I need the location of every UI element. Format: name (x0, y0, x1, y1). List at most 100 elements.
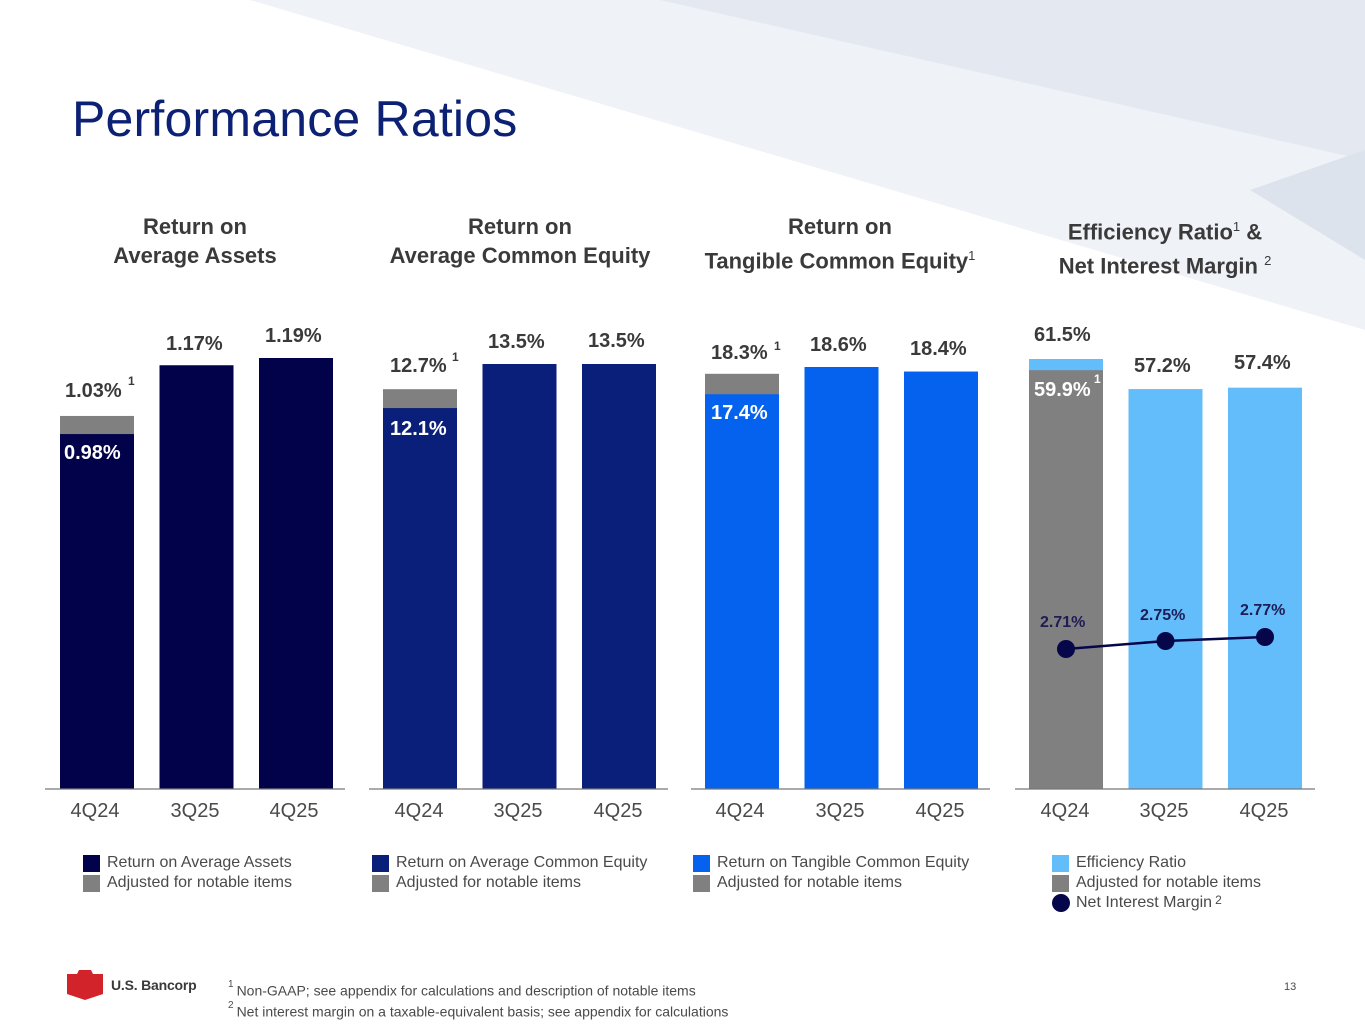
rotce-3q25-label: 18.6% (810, 334, 867, 356)
legend-roace: Return on Average Common Equity Adjusted… (372, 853, 647, 893)
panel-title-rotce: Return on Tangible Common Equity1 (685, 212, 995, 275)
panel-title-roace: Return on Average Common Equity (360, 212, 680, 270)
efficiency-4q24-adjusted-label: 59.9% (1034, 379, 1091, 401)
panel-title-line1: Return on (788, 214, 892, 239)
efficiency-3q25-label: 57.2% (1134, 355, 1191, 377)
value-bar (705, 394, 779, 789)
x-tick-label: 3Q25 (1139, 800, 1189, 822)
legend-label: Adjusted for notable items (1076, 874, 1261, 891)
value-bar (259, 358, 333, 789)
panel-title-line2: Average Common Equity (389, 243, 651, 268)
efficiency-adjusted-bar (1029, 370, 1103, 789)
us-bancorp-logo: U.S. Bancorp (67, 970, 197, 1000)
rotce-4q25-label: 18.4% (910, 338, 967, 360)
x-tick-label: 4Q24 (70, 800, 120, 822)
legend-label: Return on Tangible Common Equity (717, 854, 970, 871)
logo-text: U.S. Bancorp (111, 977, 197, 993)
efficiency-4q25-label: 57.4% (1234, 352, 1291, 374)
footnote-mark: 1 (128, 374, 135, 388)
panel-title-line2: Tangible Common Equity (704, 248, 969, 274)
footnote-mark: 1 (1094, 372, 1101, 386)
page-number: 13 (1284, 981, 1297, 993)
value-bar (159, 365, 234, 789)
nim-point (1256, 628, 1274, 646)
panel-title-line1: Return on (468, 214, 572, 239)
legend-efficiency-nim: Efficiency Ratio Adjusted for notable it… (1052, 853, 1261, 913)
roace-4q24-label: 12.1% (390, 418, 447, 440)
legend-swatch (372, 874, 389, 892)
footnote-mark: 1 (452, 350, 459, 364)
nim-point (1156, 632, 1175, 650)
roace-4q24-adjusted-label: 12.7% (390, 355, 447, 377)
legend-label: Adjusted for notable items (396, 874, 581, 891)
panel-title-roaa: Return on Average Assets (45, 212, 345, 270)
footnote-mark: 2 (228, 999, 234, 1011)
x-tick-label: 3Q25 (170, 800, 220, 822)
footnote-mark: 1 (968, 248, 976, 263)
value-bar (582, 364, 656, 789)
footnote-mark: 2 (1264, 253, 1272, 269)
footnote-text: Net interest margin on a taxable-equival… (236, 1003, 729, 1020)
x-tick-label: 4Q24 (1040, 800, 1090, 822)
x-tick-label: 4Q25 (269, 800, 319, 822)
x-tick-label: 4Q24 (394, 800, 444, 822)
footnote-mark: 1 (1232, 219, 1241, 234)
nim-point (1057, 640, 1075, 658)
legend-swatch (1052, 854, 1069, 872)
page-title: Performance Ratios (72, 91, 518, 147)
legend-label: Adjusted for notable items (717, 874, 902, 891)
legend-rotce: Return on Tangible Common Equity Adjuste… (693, 853, 969, 893)
roaa-4q24-adjusted-label: 1.03% (65, 380, 122, 402)
footnotes: 1 Non-GAAP; see appendix for calculations… (228, 979, 728, 1020)
roaa-4q24-label: 0.98% (64, 442, 121, 464)
x-tick-label: 4Q25 (593, 800, 643, 822)
legend-roaa: Return on Average Assets Adjusted for no… (83, 853, 292, 893)
legend-label: Adjusted for notable items (107, 874, 292, 891)
nim-4q25-label: 2.77% (1240, 602, 1286, 619)
panel-title-ampersand: & (1240, 219, 1263, 245)
footnote-text: Non-GAAP; see appendix for calculations … (236, 982, 696, 999)
efficiency-bar (1228, 387, 1302, 789)
panel-title-line2: Net Interest Margin (1058, 253, 1258, 279)
shield-logo-icon (67, 970, 103, 1000)
nim-3q25-label: 2.75% (1140, 607, 1186, 624)
efficiency-bar (1128, 389, 1203, 789)
x-tick-label: 4Q25 (1239, 800, 1289, 822)
value-bar (804, 367, 879, 789)
roaa-3q25-label: 1.17% (166, 333, 223, 355)
x-tick-label: 3Q25 (815, 800, 865, 822)
value-bar (482, 364, 557, 789)
legend-swatch (693, 854, 710, 872)
roace-3q25-label: 13.5% (488, 331, 545, 353)
footnote-mark: 1 (774, 339, 781, 353)
roace-4q25-label: 13.5% (588, 330, 645, 352)
legend-swatch (1052, 874, 1069, 892)
legend-dot-icon (1052, 894, 1070, 912)
panel-title-line2: Average Assets (113, 243, 277, 268)
value-bar (60, 434, 134, 789)
rotce-4q24-label: 17.4% (711, 402, 768, 424)
x-tick-label: 3Q25 (493, 800, 543, 822)
roaa-4q25-label: 1.19% (265, 325, 322, 347)
panel-title-line1: Return on (143, 214, 247, 239)
x-tick-label: 4Q25 (915, 800, 965, 822)
efficiency-4q24-label: 61.5% (1034, 324, 1091, 346)
legend-label: Return on Average Assets (107, 854, 292, 871)
rotce-4q24-adjusted-label: 18.3% (711, 342, 768, 364)
nim-4q24-label: 2.71% (1040, 614, 1086, 631)
legend-swatch (83, 874, 100, 892)
legend-swatch (83, 854, 100, 872)
panel-title-efficiency-nim: Efficiency Ratio1 & Net Interest Margin … (1015, 212, 1315, 281)
legend-swatch (372, 854, 389, 872)
footnote-mark: 1 (228, 979, 234, 990)
x-tick-label: 4Q24 (715, 800, 765, 822)
legend-swatch (693, 874, 710, 892)
panel-title-line1: Efficiency Ratio (1067, 219, 1233, 245)
footnote-mark: 2 (1215, 893, 1222, 907)
legend-label: Return on Average Common Equity (396, 854, 648, 871)
value-bar (383, 408, 457, 789)
legend-label: Net Interest Margin (1076, 894, 1213, 911)
legend-label: Efficiency Ratio (1076, 854, 1186, 871)
